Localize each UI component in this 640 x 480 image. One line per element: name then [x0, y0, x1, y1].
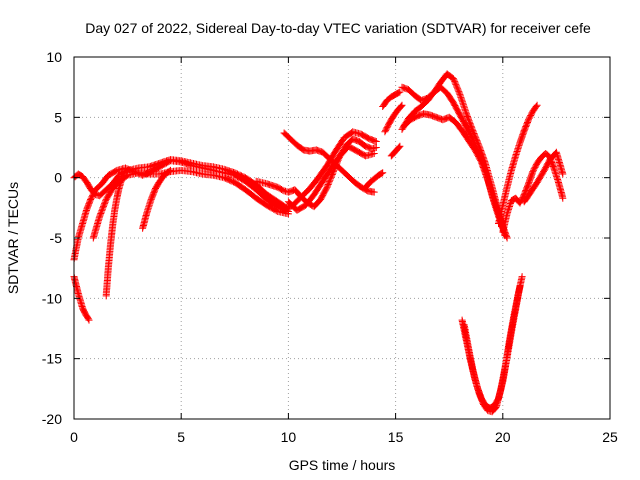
y-tick-label: -20	[42, 411, 62, 427]
point-markers	[381, 101, 406, 136]
series-s17	[400, 110, 511, 242]
x-axis-label: GPS time / hours	[289, 457, 396, 473]
series-s10	[280, 129, 378, 196]
y-tick-label: 10	[46, 49, 62, 65]
chart-title: Day 027 of 2022, Sidereal Day-to-day VTE…	[85, 20, 591, 36]
x-tick-label: 20	[495, 429, 511, 445]
series-s11	[362, 169, 387, 191]
y-tick-label: 5	[54, 109, 62, 125]
y-tick-label: -5	[50, 230, 63, 246]
point-markers	[387, 142, 404, 160]
data-points	[70, 70, 567, 416]
series-s15	[398, 83, 507, 232]
point-markers	[102, 174, 127, 300]
point-markers	[139, 166, 174, 232]
series-s19	[499, 150, 567, 236]
x-tick-label: 15	[388, 429, 404, 445]
y-tick-label: 0	[54, 170, 62, 186]
x-tick-label: 25	[602, 429, 618, 445]
axis-ticks: 0 5 10 15 20 25 -20 -15 -10 -5 0 5 10	[42, 49, 618, 445]
y-tick-label: -15	[42, 351, 62, 367]
point-markers	[520, 148, 567, 206]
x-tick-label: 0	[70, 429, 78, 445]
point-markers	[362, 169, 387, 191]
series-s18	[495, 101, 541, 227]
series-s12	[379, 88, 404, 110]
series-s5	[139, 166, 174, 232]
point-markers	[379, 88, 404, 110]
y-axis-label: SDTVAR / TECUs	[5, 182, 21, 294]
series-s20	[520, 148, 567, 206]
x-tick-label: 5	[177, 429, 185, 445]
point-markers	[280, 129, 378, 196]
point-markers	[460, 282, 524, 412]
series-s4	[102, 174, 127, 300]
y-tick-label: -10	[42, 290, 62, 306]
point-markers	[499, 150, 567, 236]
x-tick-label: 10	[281, 429, 297, 445]
point-markers	[398, 83, 507, 232]
point-markers	[495, 101, 541, 227]
series-s13	[381, 101, 406, 136]
series-s14	[387, 142, 404, 160]
grid	[74, 57, 610, 419]
series-s22	[460, 282, 524, 412]
point-markers	[400, 110, 511, 242]
